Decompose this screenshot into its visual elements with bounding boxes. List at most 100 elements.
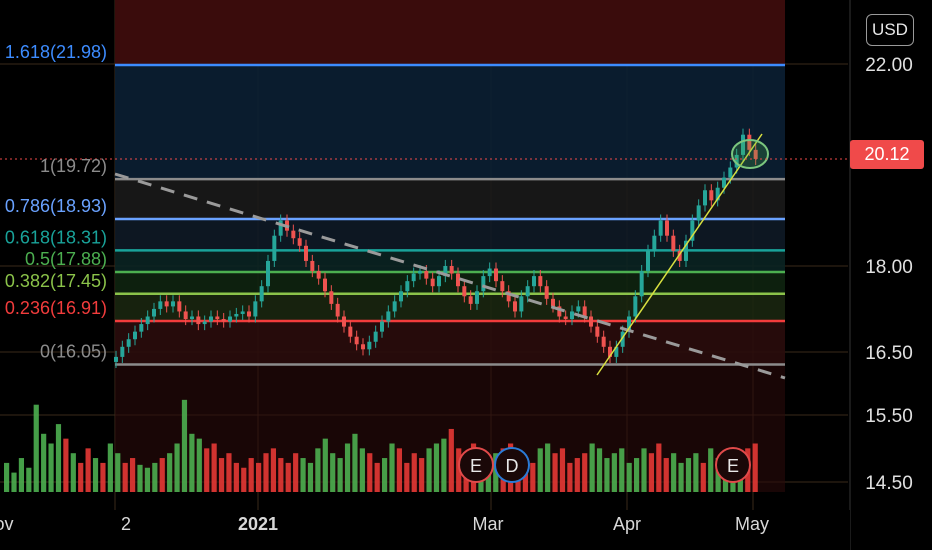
candle-body	[601, 336, 606, 347]
candle-body	[487, 268, 492, 277]
candle-body	[456, 273, 460, 287]
candle-body	[373, 331, 378, 342]
volume-bar	[48, 443, 54, 492]
event-marker-label: D	[506, 456, 519, 476]
candle-body	[335, 303, 340, 317]
candle-body	[709, 190, 714, 201]
candle-body	[304, 245, 308, 261]
candle-body	[215, 316, 220, 320]
volume-bar	[537, 448, 543, 492]
volume-bar	[278, 458, 284, 492]
candle-body	[411, 273, 416, 282]
candle-body	[126, 339, 131, 347]
volume-bar	[167, 453, 173, 492]
candle-body	[278, 220, 283, 236]
volume-bar	[337, 458, 343, 492]
fib-zone	[115, 293, 785, 322]
volume-bar	[248, 458, 254, 492]
volume-bar	[233, 462, 239, 492]
volume-bar	[752, 443, 758, 492]
volume-bar	[315, 448, 321, 492]
candle-body	[367, 341, 372, 350]
volume-bar	[448, 428, 454, 492]
dashed-trendline	[114, 172, 786, 380]
volume-bar	[70, 453, 76, 492]
fib-zones	[115, 0, 785, 492]
volume-bar	[293, 453, 299, 492]
volume-bar	[611, 453, 617, 492]
fib-zone	[115, 0, 785, 66]
candle-body	[532, 276, 536, 287]
candle-body	[747, 134, 752, 150]
volume-bar	[144, 467, 151, 492]
candle-body	[627, 316, 631, 332]
candle-body	[614, 346, 619, 357]
volume-bar	[4, 462, 10, 492]
volume-bar	[344, 443, 351, 492]
candle-body	[703, 190, 707, 206]
volume-bar	[456, 448, 462, 492]
time-axis: ov 2 2021 Mar Apr May	[0, 514, 769, 534]
candle-body	[297, 238, 302, 246]
time-tick-label: 2021	[238, 514, 278, 534]
volume-bar	[559, 448, 566, 492]
candle-body	[348, 326, 353, 337]
candle-body	[145, 316, 150, 325]
volume-bar	[130, 458, 136, 492]
volume-bars	[4, 399, 758, 492]
candle-body	[563, 316, 568, 320]
candle-body	[405, 281, 410, 292]
candle-body	[608, 346, 612, 357]
candle-body	[449, 266, 454, 274]
candle-body	[620, 331, 625, 347]
candle-body	[652, 235, 657, 251]
candle-body	[209, 316, 213, 322]
candle-body	[462, 286, 467, 297]
volume-bar	[678, 462, 684, 492]
candle-body	[259, 286, 264, 302]
candle-body	[437, 276, 441, 287]
candle-body	[595, 326, 600, 337]
candle-body	[418, 271, 422, 274]
price-tick-label: 15.50	[865, 406, 913, 427]
volume-bar	[26, 467, 32, 492]
volume-bar	[174, 443, 180, 492]
candle-body	[506, 291, 511, 302]
fib-label: 0.382(17.45)	[5, 271, 107, 291]
volume-bar	[115, 453, 121, 492]
candle-body	[196, 316, 201, 325]
candle-body	[690, 220, 695, 241]
volume-bar	[226, 453, 232, 492]
candle-body	[633, 296, 638, 317]
candle-body	[266, 260, 270, 287]
volume-bar	[582, 453, 588, 492]
volume-bar	[441, 438, 447, 492]
volume-bar	[367, 453, 373, 492]
candle-body	[519, 296, 524, 312]
support-trendline	[596, 133, 763, 376]
volume-bar	[604, 458, 610, 492]
fib-zone	[115, 272, 785, 294]
price-axis-panel	[850, 0, 932, 550]
fib-label: 1(19.72)	[40, 156, 107, 176]
candle-body	[152, 308, 156, 317]
candle-body	[494, 268, 498, 282]
fib-label: 0.786(18.93)	[5, 196, 107, 216]
candle-body	[589, 316, 593, 327]
currency-button[interactable]: USD	[866, 14, 914, 46]
volume-bar	[18, 458, 25, 492]
candle-body	[715, 187, 720, 201]
volume-bar	[433, 443, 440, 492]
fib-label: 1.618(21.98)	[5, 42, 107, 62]
candle-body	[734, 154, 739, 168]
time-tick-label: May	[735, 514, 769, 534]
volume-bar	[419, 458, 425, 492]
volume-bar	[352, 433, 358, 492]
candle-body	[253, 301, 258, 317]
event-marker	[458, 447, 494, 483]
candle-body	[272, 235, 277, 261]
candle-body	[741, 134, 745, 155]
event-marker	[715, 447, 751, 483]
volume-bar	[567, 462, 573, 492]
